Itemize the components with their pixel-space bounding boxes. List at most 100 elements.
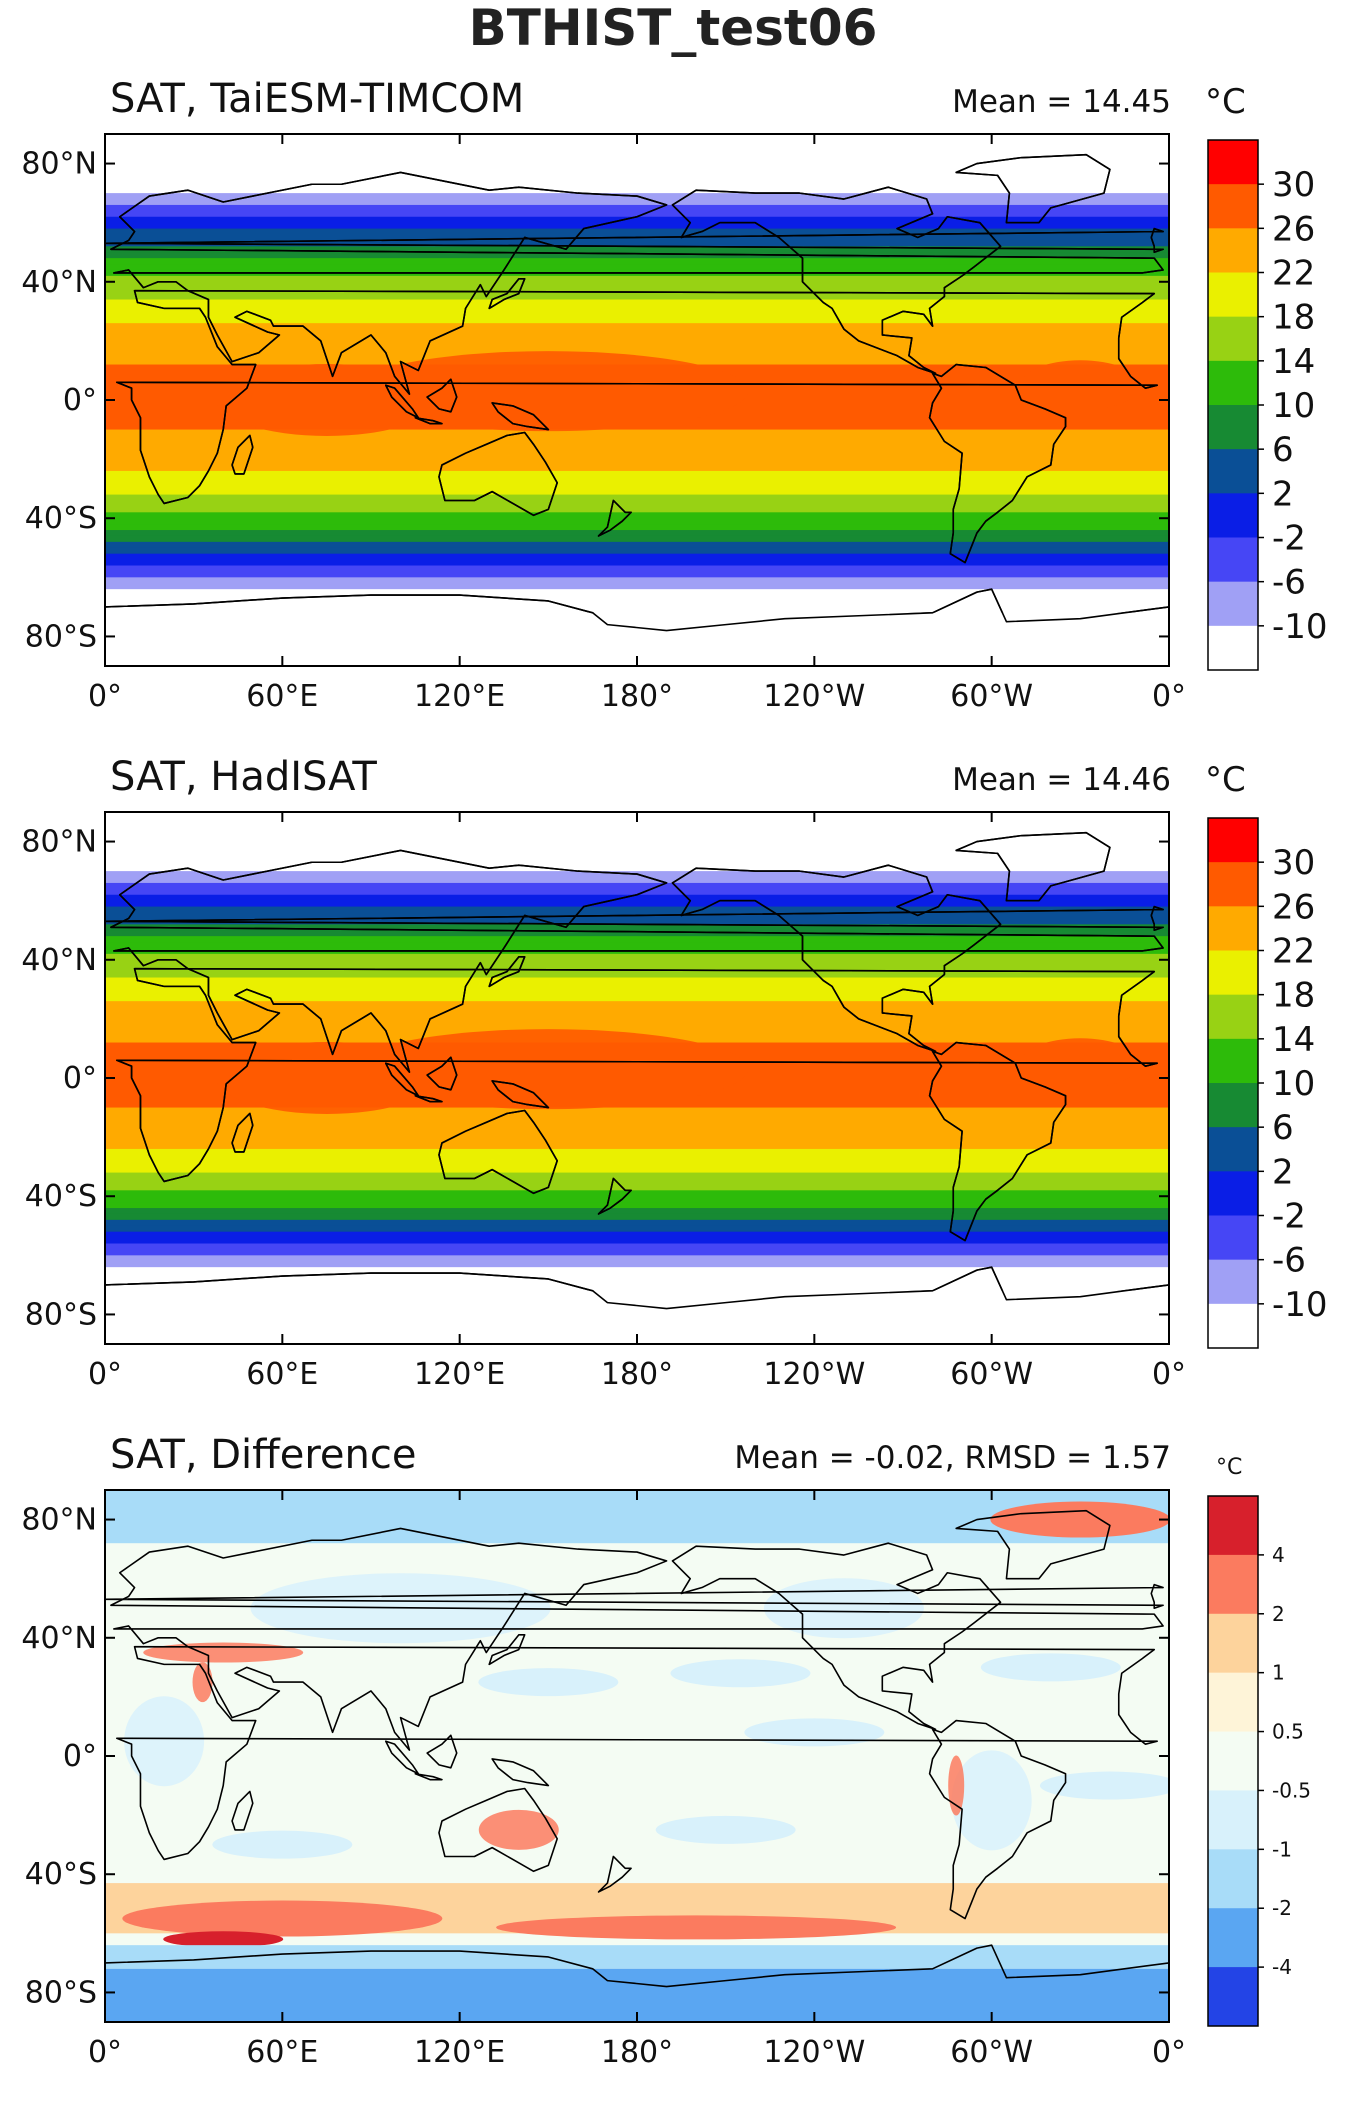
y-tick-label: 80°N: [21, 147, 97, 182]
panel-title: SAT, HadISAT: [110, 754, 377, 800]
colorbar-swatch: [1208, 1967, 1258, 2027]
coastline: [671, 864, 1002, 1053]
colorbar-swatch: [1208, 1731, 1258, 1791]
coastline: [438, 431, 559, 517]
map-field: [105, 1490, 1169, 2022]
figure-title: BTHIST_test06: [468, 0, 878, 57]
coastline: [488, 1634, 526, 1666]
colorbar-tick-label: 26: [1272, 209, 1315, 249]
coastline: [110, 171, 1164, 395]
coastline: [955, 1509, 1111, 1580]
x-tick-label: 120°W: [763, 2035, 865, 2070]
coastline: [597, 1855, 632, 1893]
coastline: [105, 227, 1164, 254]
colorbar-swatch: [1208, 316, 1258, 362]
x-tick-label: 120°W: [763, 679, 865, 714]
y-tick-label: 80°S: [25, 1975, 97, 2010]
coastline: [414, 1772, 443, 1781]
y-tick-label: 0°: [63, 1061, 97, 1096]
colorbar-unit: °C: [1205, 82, 1246, 122]
colorbar-tick-label: 14: [1272, 1020, 1315, 1060]
map-svg: 0° 60°E 120°E 180° 120°W 60°W 0° 80°N 40°N 0° 40°S…: [21, 811, 1328, 1392]
coastline: [414, 416, 443, 425]
colorbar-tick-label: -4: [1272, 1955, 1292, 1979]
x-tick-label: 60°E: [246, 1357, 318, 1392]
coastline: [671, 1542, 1002, 1731]
x-tick-label: 180°: [601, 2035, 673, 2070]
colorbar-swatch: [1208, 1303, 1258, 1349]
map-svg: 0° 60°E 120°E 180° 120°W 60°W 0° 80°N 40°N 0° 40°S…: [21, 1489, 1311, 2070]
x-tick-label: 180°: [601, 679, 673, 714]
y-tick-label: 80°N: [21, 825, 97, 860]
colorbar-swatch: [1208, 1127, 1258, 1172]
coastline: [426, 1056, 458, 1091]
coastline: [928, 1041, 1067, 1242]
map-field: [105, 134, 1169, 666]
colorbar-tick-label: 30: [1272, 843, 1315, 883]
coastline: [491, 402, 550, 431]
colorbar-swatch: [1208, 1496, 1258, 1556]
colorbar-swatch: [1208, 272, 1258, 318]
x-tick-label: 0°: [88, 679, 122, 714]
coastline: [438, 1109, 559, 1195]
y-tick-label: 40°S: [25, 1179, 97, 1214]
colorbar-tick-label: 22: [1272, 254, 1315, 294]
x-tick-label: 60°E: [246, 679, 318, 714]
panel-observation: SAT, HadISAT Mean = 14.46 °C 0° 60°E 120°E…: [0, 748, 1346, 1428]
coastline: [231, 1112, 254, 1153]
coastline: [491, 1758, 550, 1787]
colorbar-swatch: [1208, 1083, 1258, 1128]
coastline: [955, 831, 1111, 902]
x-tick-label: 120°W: [763, 1357, 865, 1392]
colorbar-tick-label: 2: [1272, 1602, 1285, 1626]
colorbar-tick-label: 2: [1272, 1152, 1294, 1192]
colorbar-swatch: [1208, 950, 1258, 996]
colorbar-swatch: [1208, 405, 1258, 450]
panel-model: SAT, TaiESM-TIMCOM Mean = 14.45 °C 0° 60°…: [0, 70, 1346, 750]
coastline: [231, 1790, 254, 1831]
colorbar-swatch: [1208, 1908, 1258, 1968]
colorbar-swatch: [1208, 228, 1258, 273]
colorbar-swatch: [1208, 1171, 1258, 1216]
y-tick-label: 0°: [63, 1739, 97, 1774]
y-tick-label: 80°S: [25, 619, 97, 654]
coastline: [110, 849, 1164, 1073]
panel-stat: Mean = 14.46: [952, 762, 1171, 798]
y-tick-label: 40°S: [25, 1857, 97, 1892]
colorbar-swatch: [1208, 862, 1258, 907]
colorbar-swatch: [1208, 449, 1258, 494]
y-tick-label: 40°N: [21, 265, 97, 300]
x-tick-label: 60°W: [950, 679, 1033, 714]
colorbar-swatch: [1208, 994, 1258, 1040]
coastline: [597, 499, 632, 537]
map-field: [105, 812, 1169, 1344]
x-tick-label: 60°W: [950, 2035, 1033, 2070]
colorbar-tick-label: -10: [1272, 607, 1328, 647]
colorbar-swatch: [1208, 1672, 1258, 1733]
coastline: [116, 1645, 1158, 1861]
colorbar-tick-label: -10: [1272, 1285, 1328, 1325]
x-tick-label: 0°: [1152, 2035, 1186, 2070]
colorbar-tick-label: 22: [1272, 932, 1315, 972]
colorbar-swatch: [1208, 184, 1258, 229]
panel-title: SAT, TaiESM-TIMCOM: [110, 76, 525, 122]
colorbar-swatch: [1208, 1849, 1258, 1909]
colorbar-tick-label: -6: [1272, 563, 1306, 603]
y-tick-label: 40°N: [21, 1621, 97, 1656]
colorbar-tick-label: -1: [1272, 1837, 1292, 1861]
coastline: [116, 967, 1158, 1183]
coastline: [426, 1734, 458, 1769]
x-tick-label: 120°E: [414, 2035, 505, 2070]
coastline: [105, 1583, 1164, 1610]
panel-title: SAT, Difference: [110, 1432, 417, 1478]
coastline: [491, 1080, 550, 1109]
colorbar-unit: °C: [1205, 760, 1246, 800]
x-tick-label: 0°: [88, 2035, 122, 2070]
colorbar-swatch: [1208, 537, 1258, 583]
colorbar-swatch: [1208, 1215, 1258, 1261]
coastline: [105, 905, 1164, 932]
y-tick-label: 40°N: [21, 943, 97, 978]
coastline: [671, 186, 1002, 375]
x-tick-label: 0°: [1152, 1357, 1186, 1392]
colorbar-tick-label: 30: [1272, 165, 1315, 205]
